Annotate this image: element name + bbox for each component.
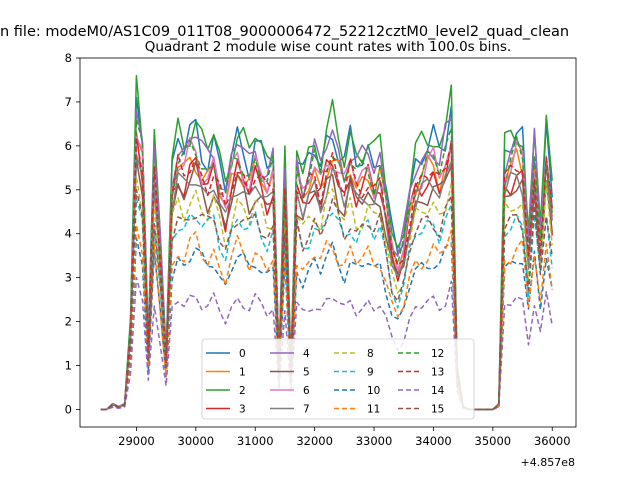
legend-box (201, 338, 475, 420)
legend-label-3: 3 (239, 404, 246, 416)
legend-label-13: 13 (431, 367, 444, 379)
legend-label-11: 11 (367, 404, 380, 416)
y-tick-label: 8 (65, 51, 72, 65)
y-tick-label: 4 (65, 227, 72, 241)
legend-label-15: 15 (431, 404, 444, 416)
x-tick-label: 35000 (475, 434, 512, 448)
legend-label-9: 9 (367, 367, 374, 379)
legend-label-0: 0 (239, 348, 246, 360)
legend-label-5: 5 (303, 367, 310, 379)
y-tick-label: 0 (65, 402, 72, 416)
legend-label-10: 10 (367, 385, 380, 397)
x-tick-label: 32000 (296, 434, 333, 448)
x-tick-label: 29000 (118, 434, 155, 448)
x-tick-label: 36000 (534, 434, 571, 448)
x-tick-label: 33000 (356, 434, 393, 448)
x-tick-label: 30000 (178, 434, 215, 448)
y-tick-label: 1 (65, 359, 72, 373)
legend-label-6: 6 (303, 385, 310, 397)
x-offset-label: +4.857e8 (521, 456, 575, 469)
x-tick-label: 34000 (415, 434, 452, 448)
x-tick-label: 31000 (237, 434, 274, 448)
legend-label-2: 2 (239, 385, 246, 397)
y-axis: 0 1 2 3 4 5 6 7 8 (65, 51, 80, 416)
y-tick-label: 6 (65, 139, 72, 153)
suptitle: n file: modeM0/AS1C09_011T08_9000006472_… (0, 24, 569, 40)
legend-label-8: 8 (367, 348, 374, 360)
y-tick-label: 7 (65, 95, 72, 109)
y-tick-label: 2 (65, 315, 72, 329)
legend-label-7: 7 (303, 404, 310, 416)
y-tick-label: 3 (65, 271, 72, 285)
plot-lines (100, 74, 553, 411)
chart-title: Quadrant 2 module wise count rates with … (145, 39, 511, 55)
legend-label-14: 14 (431, 385, 445, 397)
y-tick-label: 5 (65, 183, 72, 197)
series-line-15 (100, 189, 553, 411)
axes-frame (79, 57, 577, 428)
legend-label-12: 12 (431, 348, 444, 360)
legend-label-4: 4 (303, 348, 310, 360)
legend-label-1: 1 (239, 367, 246, 379)
x-axis: 29000 30000 31000 32000 33000 34000 35000 36000 (118, 427, 571, 448)
